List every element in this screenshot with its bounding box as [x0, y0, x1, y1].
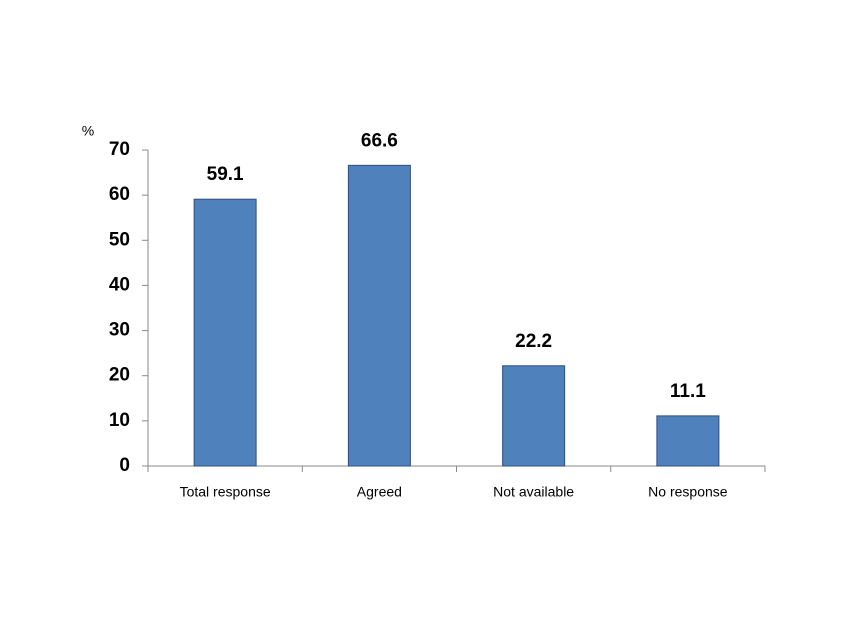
bar	[347, 164, 411, 467]
y-tick-label: 0	[119, 455, 130, 476]
y-tick-label: 40	[109, 274, 130, 295]
value-label: 59.1	[207, 164, 244, 185]
bar	[502, 365, 566, 467]
y-axis-label: %	[82, 123, 94, 139]
bar	[193, 198, 257, 467]
y-tick-label: 20	[109, 365, 130, 386]
x-tick-label: No response	[648, 484, 728, 500]
y-tick-label: 10	[109, 410, 130, 431]
x-tick-label: Not available	[493, 484, 574, 500]
y-tick-label: 30	[109, 320, 130, 341]
value-label: 22.2	[515, 331, 552, 352]
x-tick-label: Total response	[180, 484, 271, 500]
bar	[656, 415, 720, 467]
y-tick-label: 50	[109, 229, 130, 250]
value-label: 11.1	[670, 381, 706, 402]
x-tick-label: Agreed	[357, 484, 402, 500]
y-tick-label: 70	[109, 139, 130, 160]
value-label: 66.6	[361, 130, 398, 151]
y-tick-label: 60	[109, 184, 130, 205]
